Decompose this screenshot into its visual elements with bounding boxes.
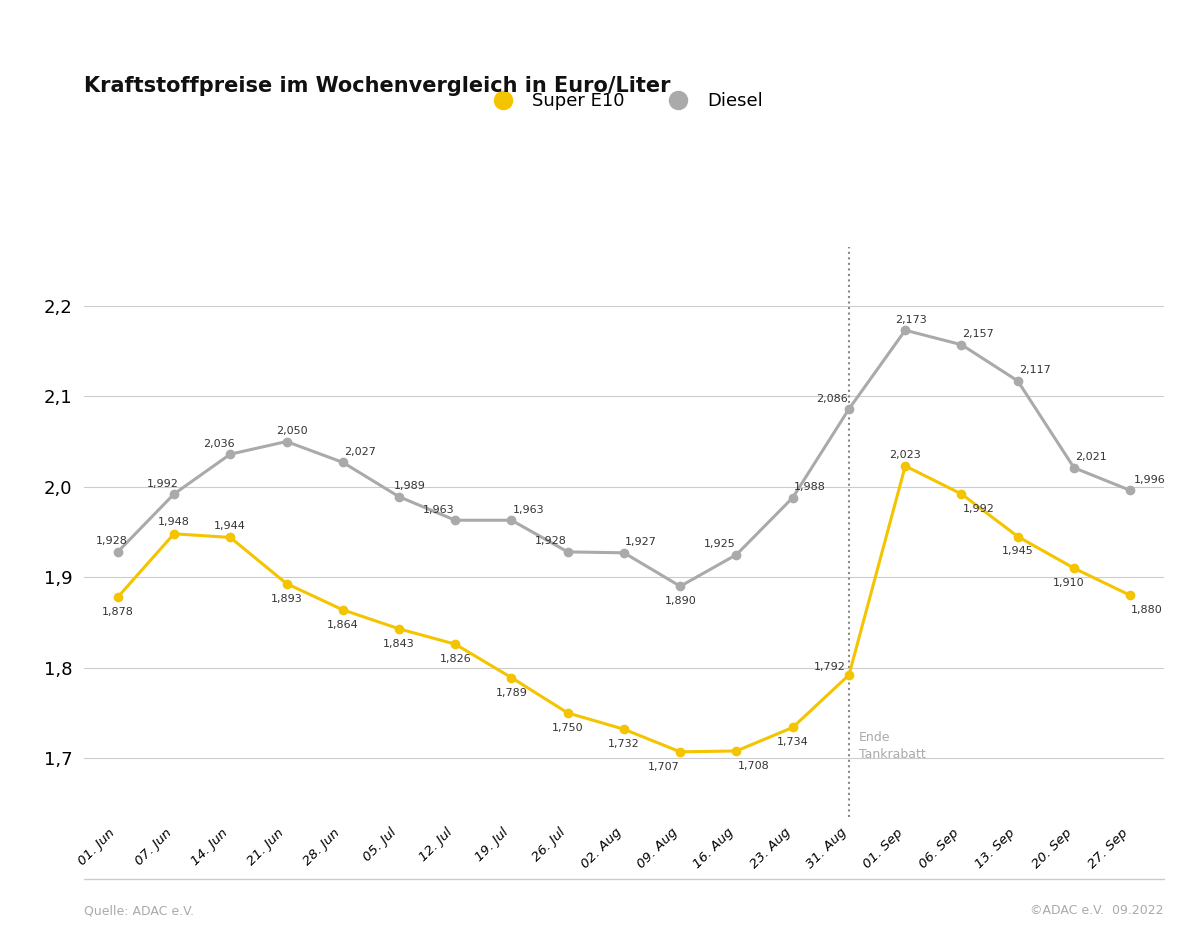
Text: 1,910: 1,910 bbox=[1052, 579, 1084, 588]
Text: 2,036: 2,036 bbox=[203, 439, 235, 448]
Text: 1,708: 1,708 bbox=[738, 761, 769, 770]
Text: 1,992: 1,992 bbox=[146, 479, 179, 488]
Text: 1,988: 1,988 bbox=[793, 483, 826, 492]
Text: ©ADAC e.V.  09.2022: ©ADAC e.V. 09.2022 bbox=[1031, 904, 1164, 918]
Text: 2,050: 2,050 bbox=[276, 427, 308, 436]
Text: 1,996: 1,996 bbox=[1134, 475, 1166, 484]
Text: 1,944: 1,944 bbox=[215, 522, 246, 531]
Text: 2,117: 2,117 bbox=[1019, 366, 1050, 375]
Text: 1,948: 1,948 bbox=[158, 518, 190, 527]
Text: 1,928: 1,928 bbox=[535, 537, 566, 546]
Text: 2,023: 2,023 bbox=[889, 449, 922, 460]
Text: 1,893: 1,893 bbox=[271, 594, 302, 603]
Legend: Super E10, Diesel: Super E10, Diesel bbox=[478, 86, 770, 118]
Text: 1,792: 1,792 bbox=[814, 662, 845, 673]
Text: Quelle: ADAC e.V.: Quelle: ADAC e.V. bbox=[84, 904, 194, 918]
Text: 1,880: 1,880 bbox=[1132, 605, 1163, 616]
Text: 2,086: 2,086 bbox=[816, 393, 848, 404]
Text: 1,927: 1,927 bbox=[625, 538, 656, 547]
Text: 1,963: 1,963 bbox=[422, 504, 454, 515]
Text: 1,707: 1,707 bbox=[648, 762, 679, 771]
Text: 1,789: 1,789 bbox=[496, 688, 528, 697]
Text: 1,989: 1,989 bbox=[395, 482, 426, 491]
Text: 1,890: 1,890 bbox=[665, 597, 696, 606]
Text: 2,027: 2,027 bbox=[343, 446, 376, 457]
Text: 1,750: 1,750 bbox=[552, 723, 583, 732]
Text: Ende
Tankrabatt: Ende Tankrabatt bbox=[859, 732, 926, 761]
Text: 1,734: 1,734 bbox=[776, 737, 809, 748]
Text: 1,732: 1,732 bbox=[608, 739, 640, 750]
Text: 1,928: 1,928 bbox=[96, 537, 128, 546]
Text: 1,864: 1,864 bbox=[326, 619, 359, 630]
Text: 2,021: 2,021 bbox=[1075, 452, 1106, 463]
Text: 1,878: 1,878 bbox=[102, 607, 133, 618]
Text: 1,945: 1,945 bbox=[1002, 546, 1033, 557]
Text: 1,992: 1,992 bbox=[962, 504, 995, 514]
Text: Kraftstoffpreise im Wochenvergleich in Euro/Liter: Kraftstoffpreise im Wochenvergleich in E… bbox=[84, 76, 671, 96]
Text: 1,925: 1,925 bbox=[703, 540, 736, 549]
Text: 1,826: 1,826 bbox=[439, 655, 472, 664]
Text: 1,843: 1,843 bbox=[383, 638, 415, 649]
Text: 2,173: 2,173 bbox=[895, 314, 926, 325]
Text: 2,157: 2,157 bbox=[962, 330, 995, 339]
Text: 1,963: 1,963 bbox=[512, 504, 544, 515]
